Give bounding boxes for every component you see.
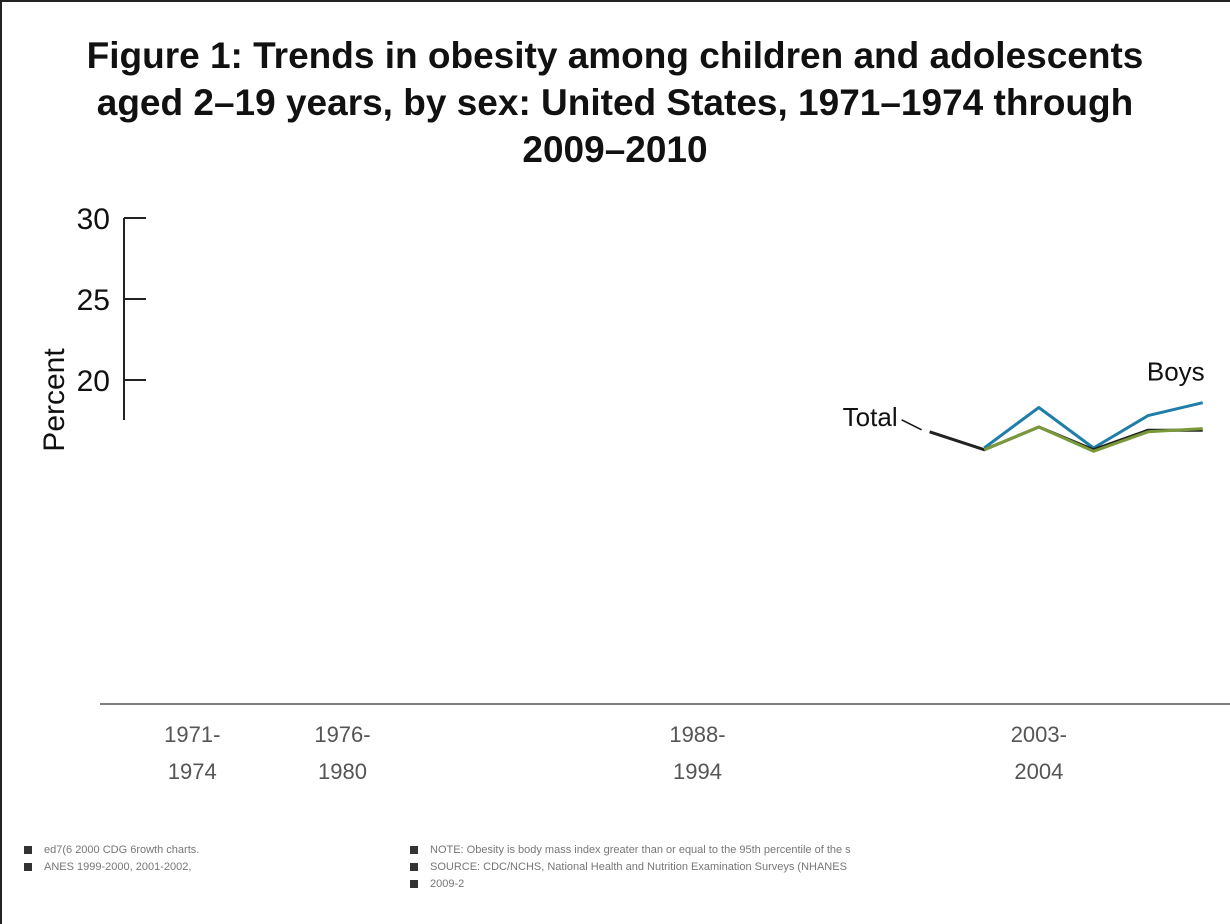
y-tick-label: 30 xyxy=(77,203,110,236)
bullet-icon xyxy=(410,880,418,889)
y-axis-label: Percent xyxy=(38,348,71,452)
notes-right: NOTE: Obesity is body mass index greater… xyxy=(410,842,1210,893)
y-tick-label: 25 xyxy=(77,284,110,317)
note-text: NOTE: Obesity is body mass index greater… xyxy=(430,844,851,856)
note-line: ANES 1999-2000, 2001-2002, xyxy=(24,859,344,876)
note-text: 2009-2 xyxy=(430,878,465,890)
series-line xyxy=(983,401,1204,450)
note-text: SOURCE: CDC/NCHS, National Health and Nu… xyxy=(430,861,847,873)
note-line: NOTE: Obesity is body mass index greater… xyxy=(410,842,1210,859)
note-text: ed7(6 2000 CDG 6rowth charts. xyxy=(44,844,200,856)
x-tick-label: 1988- xyxy=(669,722,725,747)
bullet-icon xyxy=(24,863,32,872)
series-line xyxy=(983,425,1203,453)
annotation-leader xyxy=(901,419,922,431)
x-tick-label: 2003- xyxy=(1011,722,1067,747)
x-tick-label: 1980 xyxy=(318,759,367,784)
note-line: ed7(6 2000 CDG 6rowth charts. xyxy=(24,842,344,859)
notes-left: ed7(6 2000 CDG 6rowth charts. ANES 1999-… xyxy=(24,842,344,876)
bullet-icon xyxy=(24,846,32,855)
x-tick-label: 1971- xyxy=(164,722,220,747)
x-tick-label: 2004 xyxy=(1014,759,1063,784)
bullet-icon xyxy=(410,863,418,872)
x-tick-label: 1976- xyxy=(314,722,370,747)
note-text: ANES 1999-2000, 2001-2002, xyxy=(44,861,192,873)
annotation-label: Total xyxy=(843,402,898,432)
x-tick-label: 1974 xyxy=(168,759,217,784)
y-tick-label: 20 xyxy=(77,365,110,398)
chart-title: Figure 1: Trends in obesity among childr… xyxy=(86,35,1144,170)
note-line: 2009-2 xyxy=(410,876,1210,893)
note-line: SOURCE: CDC/NCHS, National Health and Nu… xyxy=(410,859,1210,876)
bullet-icon xyxy=(410,846,418,855)
x-tick-label: 1994 xyxy=(673,759,722,784)
annotation-label: Boys xyxy=(1147,357,1205,387)
